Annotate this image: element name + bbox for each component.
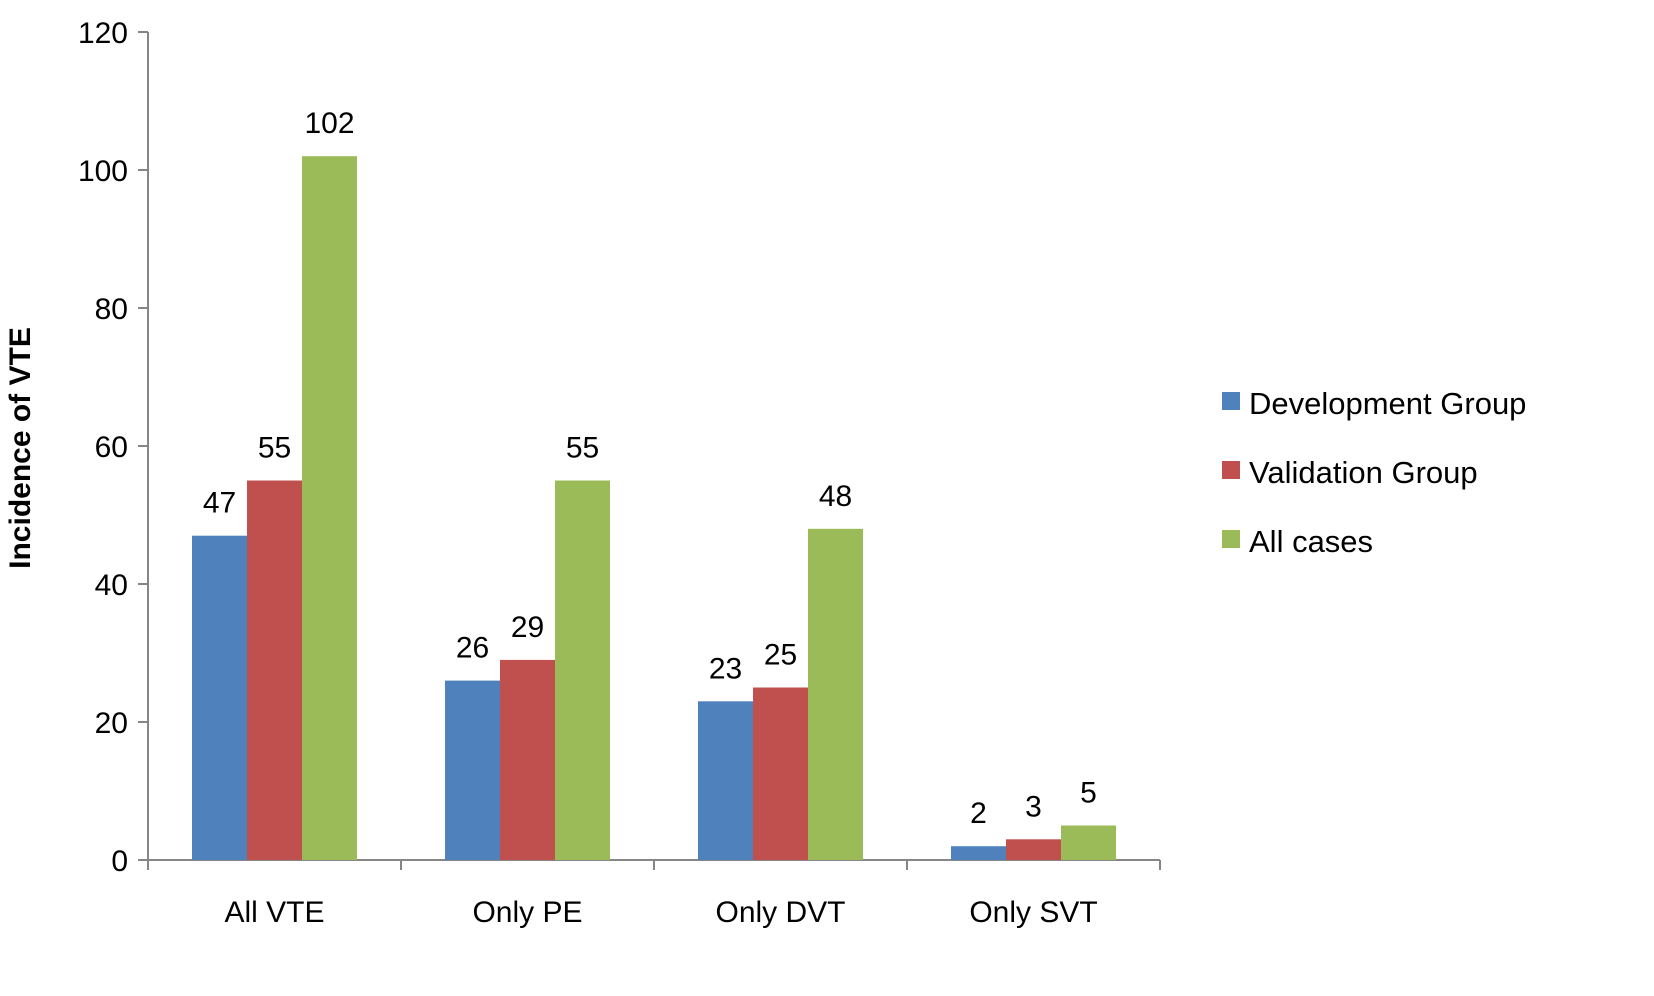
legend-swatch [1222, 461, 1240, 479]
y-tick-label: 20 [95, 707, 128, 740]
x-tick-label: Only SVT [969, 896, 1097, 929]
data-label: 29 [511, 611, 544, 644]
x-tick-label: Only DVT [715, 896, 845, 929]
data-label: 23 [709, 652, 742, 685]
data-label: 26 [456, 632, 489, 665]
data-label: 25 [764, 639, 797, 672]
y-tick-label: 40 [95, 569, 128, 602]
legend-label: All cases [1249, 524, 1373, 559]
bar [1006, 839, 1061, 860]
data-label: 2 [970, 797, 987, 830]
data-label: 5 [1080, 777, 1097, 810]
data-label: 55 [258, 432, 291, 465]
axes: 0 20 40 60 80 100 120 All VTE Only PE Only DVT Onl… [78, 17, 1161, 929]
legend-label: Development Group [1249, 386, 1526, 421]
bar [445, 680, 500, 860]
bar [698, 701, 753, 860]
legend-label: Validation Group [1249, 455, 1478, 490]
data-label: 48 [819, 480, 852, 513]
legend: Development Group Validation Group All cas… [1222, 386, 1526, 559]
bar [951, 846, 1006, 860]
bars [192, 156, 1116, 860]
y-tick-label: 120 [78, 17, 128, 50]
bar [302, 156, 357, 860]
y-tick-label: 80 [95, 293, 128, 326]
y-axis-title: Incidence of VTE [4, 327, 37, 569]
x-tick-label: All VTE [224, 896, 324, 929]
y-tick-label: 60 [95, 431, 128, 464]
y-tick-label: 100 [78, 155, 128, 188]
y-tick-label: 0 [111, 845, 128, 878]
bar [1061, 825, 1116, 860]
data-label: 55 [566, 432, 599, 465]
bar [753, 687, 808, 860]
x-tick-label: Only PE [472, 896, 582, 929]
data-label: 102 [304, 107, 354, 140]
bar [808, 528, 863, 860]
data-label: 47 [203, 487, 236, 520]
legend-swatch [1222, 392, 1240, 410]
bar [192, 535, 247, 860]
bar [555, 480, 610, 860]
data-label: 3 [1025, 790, 1042, 823]
legend-swatch [1222, 530, 1240, 548]
bar [500, 659, 555, 860]
bar [247, 480, 302, 860]
